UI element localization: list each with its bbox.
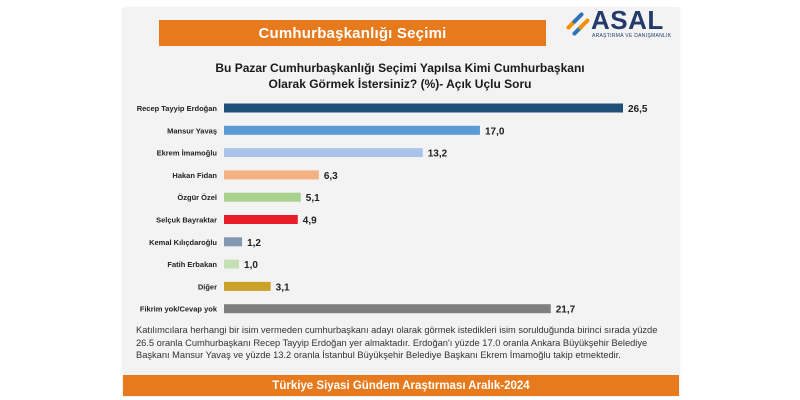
slide-background xyxy=(123,8,679,396)
value-label-kemal-kilicdaroglu: 1,2 xyxy=(247,238,261,249)
footer-title: Türkiye Siyasi Gündem Araştırması Aralık… xyxy=(272,379,530,392)
category-label-fatih-erbakan: Fatih Erbakan xyxy=(167,260,217,269)
bar-fikrim-yok-cevap-yok xyxy=(224,304,551,314)
category-label-kemal-kilicdaroglu: Kemal Kılıçdaroğlu xyxy=(149,238,217,247)
bar-fatih-erbakan xyxy=(224,259,240,269)
bar-recep-tayyip-erdogan xyxy=(224,103,623,113)
value-label-diger: 3,1 xyxy=(276,282,290,293)
bar-ekrem-imamoglu xyxy=(224,148,423,158)
header-title: Cumhurbaşkanlığı Seçimi xyxy=(258,24,447,42)
value-label-ekrem-imamoglu: 13,2 xyxy=(428,149,448,160)
asal-logo-mark-icon xyxy=(566,12,590,36)
chart-question: Bu Pazar Cumhurbaşkanlığı Seçimi Yapılsa… xyxy=(150,60,650,92)
value-label-fikrim-yok-cevap-yok: 21,7 xyxy=(556,305,576,316)
bar-diger xyxy=(224,281,271,291)
category-label-mansur-yavas: Mansur Yavaş xyxy=(167,126,217,135)
value-label-selcuk-bayraktar: 4,9 xyxy=(303,216,317,227)
bar-selcuk-bayraktar xyxy=(224,215,298,224)
category-label-fikrim-yok-cevap-yok: Fikrim yok/Cevap yok xyxy=(140,305,218,314)
value-label-mansur-yavas: 17,0 xyxy=(485,126,505,137)
category-label-ekrem-imamoglu: Ekrem İmamoğlu xyxy=(157,149,218,158)
header-banner: Cumhurbaşkanlığı Seçimi xyxy=(159,20,546,46)
question-line-2: Olarak Görmek İstersiniz? (%)- Açık Uçlu… xyxy=(268,77,532,91)
chart-footnote: Katılımcılara herhangi bir isim vermeden… xyxy=(136,325,658,361)
logo-name: ASAL xyxy=(591,5,664,35)
bar-ozgur-ozel xyxy=(224,192,301,202)
value-label-recep-tayyip-erdogan: 26,5 xyxy=(628,104,648,115)
category-label-selcuk-bayraktar: Selçuk Bayraktar xyxy=(156,216,217,225)
bar-kemal-kilicdaroglu xyxy=(224,237,243,247)
bar-mansur-yavas xyxy=(224,125,480,135)
category-label-ozgur-ozel: Özgür Özel xyxy=(177,193,217,202)
category-label-hakan-fidan: Hakan Fidan xyxy=(172,171,217,180)
value-label-fatih-erbakan: 1,0 xyxy=(244,260,258,271)
question-line-1: Bu Pazar Cumhurbaşkanlığı Seçimi Yapılsa… xyxy=(215,61,585,75)
category-label-recep-tayyip-erdogan: Recep Tayyip Erdoğan xyxy=(137,104,218,113)
footer-banner: Türkiye Siyasi Gündem Araştırması Aralık… xyxy=(123,375,679,396)
bar-hakan-fidan xyxy=(224,170,319,180)
logo-subtitle: ARAŞTIRMA VE DANIŞMANLIK xyxy=(592,33,672,39)
value-label-hakan-fidan: 6,3 xyxy=(324,171,338,182)
value-label-ozgur-ozel: 5,1 xyxy=(306,193,320,204)
category-label-diger: Diğer xyxy=(198,282,217,291)
